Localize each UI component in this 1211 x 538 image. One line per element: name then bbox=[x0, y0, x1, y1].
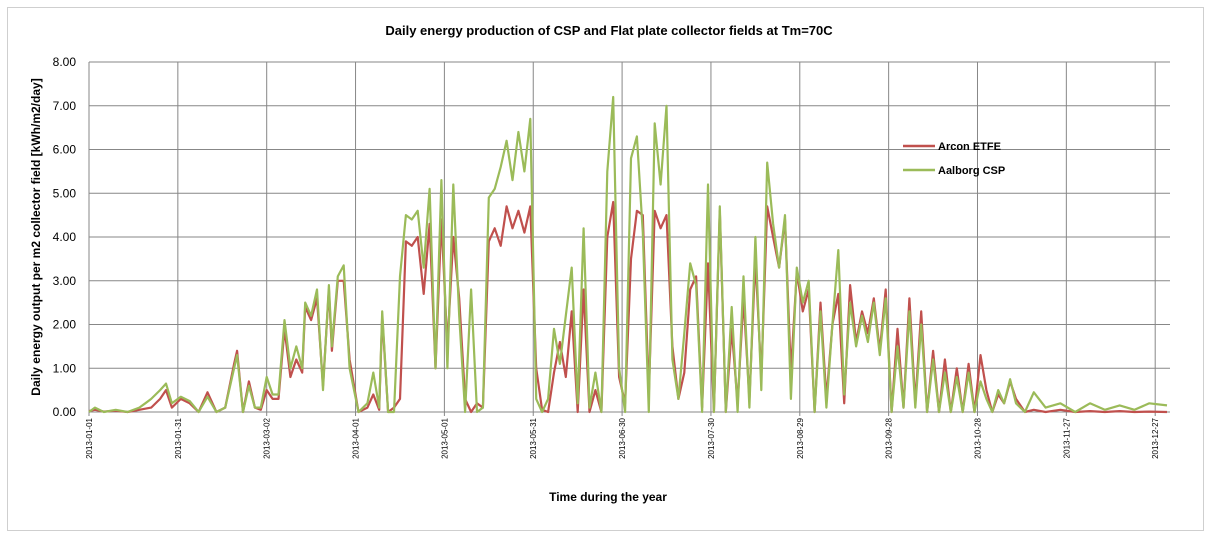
x-tick-label: 2013-06-30 bbox=[618, 417, 627, 458]
x-tick-label: 2013-10-28 bbox=[973, 417, 982, 458]
x-tick-label: 2013-05-31 bbox=[529, 417, 538, 458]
y-tick-label: 2.00 bbox=[53, 318, 77, 332]
x-tick-label: 2013-03-02 bbox=[263, 417, 272, 458]
x-tick-label: 2013-07-30 bbox=[707, 417, 716, 458]
y-tick-label: 0.00 bbox=[53, 405, 77, 419]
x-tick-label: 2013-04-01 bbox=[352, 417, 361, 458]
y-tick-label: 8.00 bbox=[53, 55, 77, 69]
chart-gridlines bbox=[88, 61, 1170, 416]
series-line-2 bbox=[88, 95, 1168, 414]
y-tick-label: 6.00 bbox=[53, 143, 77, 157]
x-axis-title: Time during the year bbox=[549, 490, 667, 504]
chart-title: Daily energy production of CSP and Flat … bbox=[385, 23, 833, 38]
y-tick-label: 5.00 bbox=[53, 186, 77, 200]
chart-legend: Arcon ETFE Aalborg CSP bbox=[903, 141, 1005, 177]
y-tick-label: 4.00 bbox=[53, 230, 77, 244]
legend-label: Aalborg CSP bbox=[938, 165, 1005, 177]
y-axis-ticks: 0.00 1.00 2.00 3.00 4.00 5.00 6.00 7.00 8.00 bbox=[53, 55, 77, 419]
y-tick-label: 3.00 bbox=[53, 274, 77, 288]
x-tick-label: 2013-01-01 bbox=[85, 417, 94, 458]
x-tick-label: 2013-11-27 bbox=[1062, 417, 1071, 458]
series-lines bbox=[88, 95, 1168, 414]
x-tick-label: 2013-05-01 bbox=[440, 417, 449, 458]
x-tick-label: 2013-12-27 bbox=[1151, 417, 1160, 458]
y-tick-label: 7.00 bbox=[53, 99, 77, 113]
x-tick-label: 2013-09-28 bbox=[885, 417, 894, 458]
x-tick-label: 2013-01-31 bbox=[174, 417, 183, 458]
legend-label: Arcon ETFE bbox=[938, 141, 1001, 153]
x-axis-ticks: 2013-01-01 2013-01-31 2013-03-02 2013-04-01… bbox=[85, 417, 1160, 458]
x-tick-label: 2013-08-29 bbox=[796, 417, 805, 458]
y-axis-title: Daily energy output per m2 collector fie… bbox=[29, 78, 43, 395]
y-tick-label: 1.00 bbox=[53, 361, 77, 375]
